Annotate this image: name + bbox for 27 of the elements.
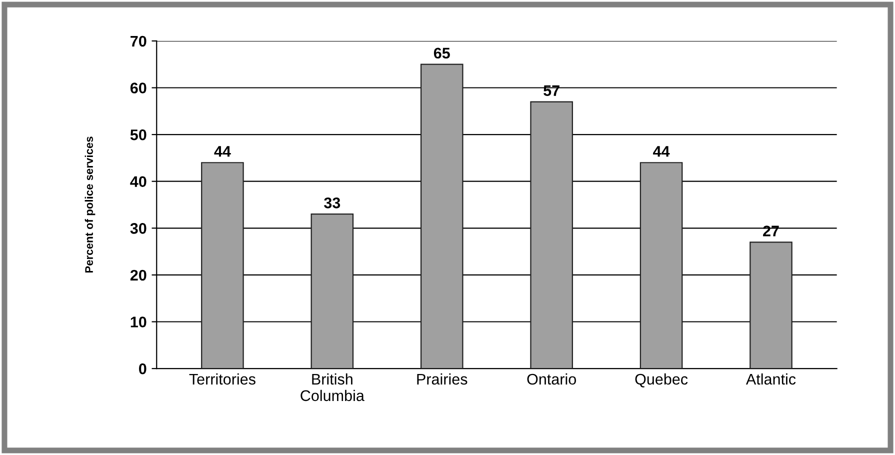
- x-tick-label: Prairies: [417, 373, 468, 385]
- y-tick-label: 70: [130, 36, 146, 47]
- bar: [310, 214, 354, 369]
- bar: [530, 101, 573, 369]
- x-tick-label: Quebec: [635, 373, 688, 388]
- y-tick-label: 10: [130, 316, 146, 328]
- bar: [640, 162, 683, 369]
- x-tick-label: Ontario: [527, 373, 576, 385]
- bar: [750, 242, 792, 369]
- data-label: 57: [544, 85, 560, 96]
- bar: [420, 64, 464, 369]
- data-label: 44: [214, 146, 231, 157]
- x-tick-label: Territories: [189, 373, 256, 385]
- y-tick-label: 0: [139, 363, 146, 374]
- data-label: 44: [653, 146, 670, 157]
- data-label: 27: [763, 226, 779, 236]
- y-tick-label: 30: [130, 223, 146, 234]
- x-tick-label: British Columbia: [300, 373, 364, 402]
- y-tick-label: 60: [130, 82, 146, 94]
- y-tick-label: 40: [130, 176, 146, 188]
- data-label: 33: [324, 197, 340, 208]
- y-tick-label: 20: [130, 270, 146, 281]
- bar: [201, 162, 244, 369]
- data-label: 65: [434, 48, 450, 59]
- x-tick-label: Atlantic: [746, 373, 796, 385]
- y-tick-label: 50: [130, 129, 146, 140]
- y-axis-title: Percent of police services: [84, 136, 96, 273]
